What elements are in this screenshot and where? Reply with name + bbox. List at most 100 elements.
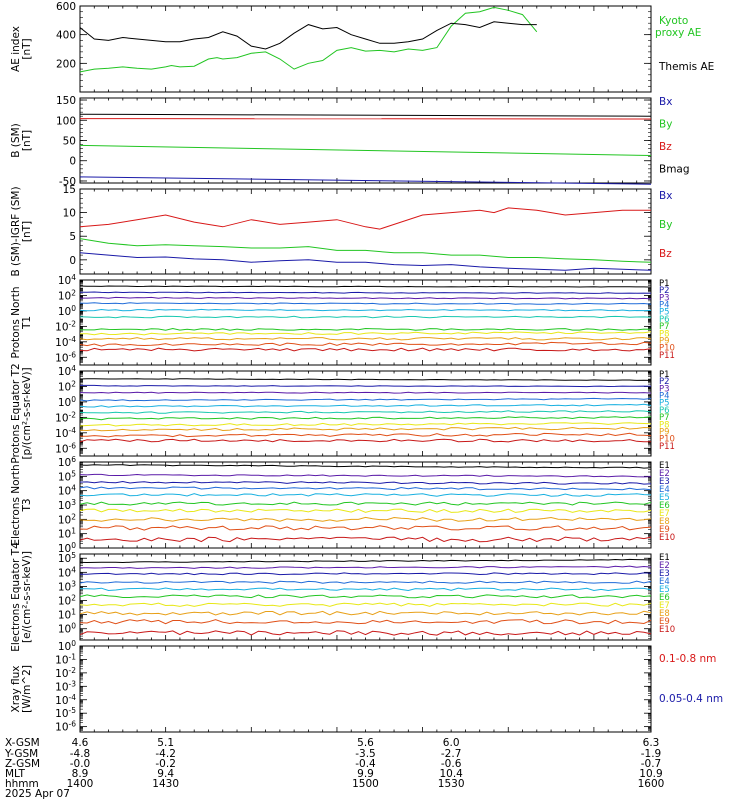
ephemeris-value: 6.0 [443, 737, 460, 749]
series-line [79, 416, 652, 421]
legend-kyoto: Kyoto [659, 15, 688, 27]
y-tick-label: 103 [58, 579, 76, 593]
panel-frame [79, 5, 652, 93]
series-line [79, 594, 652, 599]
ephemeris-value: 1530 [438, 778, 465, 790]
legend-entry: E4 [659, 577, 670, 587]
series-line [79, 438, 652, 443]
y-tick-label: 10 [63, 208, 76, 220]
series-line [79, 252, 652, 271]
legend-entry: E8 [659, 609, 670, 619]
ephemeris-value: 1400 [67, 778, 94, 790]
series-line [80, 565, 652, 569]
legend-themis: Themis AE [658, 61, 714, 73]
y-tick-label: 150 [56, 95, 76, 107]
legend-entry: E2 [659, 469, 670, 479]
ephemeris-value: 1430 [152, 778, 179, 790]
series-line [79, 302, 652, 305]
legend-entry: P11 [659, 351, 675, 361]
ephemeris-value: 6.3 [643, 737, 660, 749]
legend: Bx By Bz Bmag [659, 96, 690, 176]
ephemeris-value: 1500 [352, 778, 379, 790]
series-line [79, 341, 652, 347]
y-tick-label: 200 [56, 58, 76, 70]
ephemeris-value: -2.7 [441, 748, 462, 760]
y-tick-label: 104 [58, 565, 76, 579]
legend-entry: P2 [659, 377, 670, 387]
series-line [79, 473, 652, 478]
y-tick-label: 100 [58, 622, 76, 636]
panel-frame [79, 645, 652, 733]
y-axis-label: B (SM)-IGRF (SM)[nT] [10, 186, 33, 276]
series-line [80, 587, 652, 592]
y-tick-label: 10-2 [55, 666, 76, 680]
series-line [79, 630, 652, 636]
ephemeris-row-label: MLT [5, 768, 25, 780]
legend-entry: P8 [659, 329, 670, 339]
y-tick-label: 15 [63, 184, 76, 196]
legend-entry: 0.1-0.8 nm [659, 653, 716, 665]
legend-entry: Bz [659, 141, 672, 153]
series-line [79, 432, 652, 438]
y-tick-label: 10-4 [55, 335, 76, 349]
legend-entry: Bz [659, 248, 672, 260]
legend-entry: Bx [659, 96, 672, 108]
series-line [79, 315, 652, 319]
y-tick-label: 101 [58, 527, 76, 541]
ephemeris-value: 4.6 [72, 737, 89, 749]
legend-entry: E1 [659, 553, 670, 563]
legend-entry: E3 [659, 569, 670, 579]
ephemeris-value: 10.9 [639, 768, 662, 780]
series-line [79, 144, 652, 156]
y-axis-label: Protons Equator T2[p/(cm²-s-sr-keV)] [10, 363, 33, 463]
series-line [79, 501, 652, 506]
series-line [79, 21, 537, 50]
legend-entry: 0.05-0.4 nm [659, 693, 723, 705]
series-line [79, 572, 652, 576]
legend-entry: P9 [659, 427, 670, 437]
legend-entry: P10 [659, 344, 675, 354]
ephemeris-value: 8.9 [72, 768, 89, 780]
panel-2: 150 100 50 0 -50 B (SM)[nT] Bx By Bz Bmag [10, 95, 690, 188]
legend-entry: By [659, 219, 672, 231]
series-line [79, 327, 652, 331]
legend-entry: P3 [659, 293, 670, 303]
y-tick-label: 10-5 [55, 706, 76, 720]
y-tick-label: 102 [58, 594, 76, 608]
ephemeris-value: -0.4 [355, 758, 376, 770]
ephemeris-value: -0.0 [70, 758, 91, 770]
legend-entry: P5 [659, 399, 670, 409]
legend: 0.1-0.8 nm 0.05-0.4 nm [659, 653, 723, 705]
y-tick-label: 102 [58, 288, 76, 302]
y-tick-label: 103 [58, 498, 76, 512]
y-tick-label: 0 [69, 156, 76, 168]
series-line [79, 422, 652, 427]
y-tick-label: 104 [58, 484, 76, 498]
series-line [79, 580, 652, 584]
series-line [79, 337, 652, 341]
y-tick-label: 101 [58, 608, 76, 622]
legend: Bx By Bz [659, 190, 672, 260]
y-tick-label: 105 [58, 469, 76, 483]
series-line [79, 619, 652, 625]
series-line [79, 291, 652, 294]
ephemeris-value: -3.5 [355, 748, 376, 760]
legend-entry: E9 [659, 525, 670, 535]
legend-entry: P2 [659, 286, 670, 296]
ephemeris-value: 5.6 [357, 737, 374, 749]
series-line [80, 296, 652, 300]
ephemeris-value: 10.4 [439, 768, 463, 780]
y-tick-label: 600 [56, 1, 76, 13]
ephemeris-row-label: hhmm [5, 778, 39, 790]
legend-entry: Bx [659, 190, 672, 202]
legend-entry: By [659, 119, 672, 131]
series-line [79, 331, 652, 336]
legend-entry: P10 [659, 435, 675, 445]
y-tick-label: 50 [63, 136, 76, 148]
ephemeris-row-label: Y-GSM [4, 748, 38, 760]
y-tick-label: 10-6 [55, 720, 76, 734]
